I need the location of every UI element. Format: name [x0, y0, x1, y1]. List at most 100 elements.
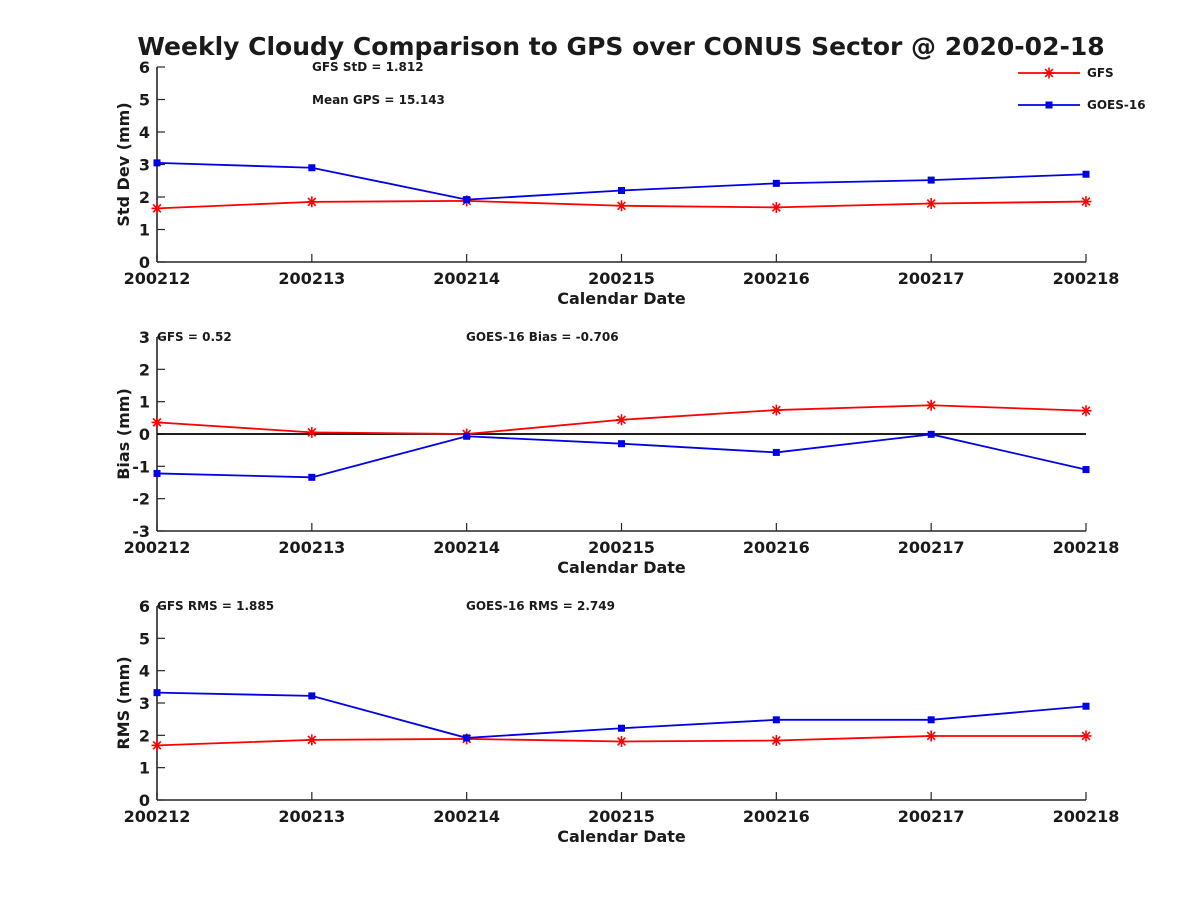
x-tick-label: 200218 — [1053, 807, 1120, 826]
y-tick-label: 3 — [139, 694, 150, 713]
subplot-2: -3 -2 -1 0 1 2 3 200212 200213 200214 200215 200216… — [114, 328, 1119, 577]
y-tick-label: 4 — [139, 123, 150, 142]
legend-marker — [1045, 101, 1053, 109]
y-axis-label: Std Dev (mm) — [114, 102, 133, 226]
x-tick-label: 200213 — [278, 538, 345, 557]
y-tick-label: 0 — [139, 791, 150, 810]
data-point-goes-16 — [1082, 170, 1090, 178]
y-axis-label: RMS (mm) — [114, 656, 133, 749]
y-tick-label: -1 — [132, 457, 150, 476]
data-point-gfs — [306, 734, 318, 746]
data-point-goes-16 — [618, 187, 625, 194]
figure-title: Weekly Cloudy Comparison to GPS over CON… — [137, 32, 1104, 61]
data-point-gfs — [616, 414, 627, 426]
data-point-gfs — [770, 735, 782, 747]
x-tick-label: 200213 — [278, 807, 345, 826]
x-tick-label: 200217 — [898, 538, 965, 557]
x-tick-label: 200215 — [588, 807, 655, 826]
x-tick-label: 200215 — [588, 269, 655, 288]
y-tick-label: 6 — [139, 58, 150, 77]
x-tick-label: 200218 — [1053, 269, 1120, 288]
legend-label: GOES-16 — [1087, 98, 1146, 112]
data-point-goes-16 — [308, 692, 316, 700]
y-tick-label: 3 — [139, 156, 150, 175]
x-tick-label: 200212 — [124, 807, 191, 826]
x-tick-label: 200214 — [433, 807, 500, 826]
data-point-goes-16 — [463, 734, 471, 742]
y-tick-label: 6 — [139, 597, 150, 616]
legend-entry-gfs: GFS — [1018, 66, 1114, 80]
data-point-gfs — [770, 201, 782, 213]
legend-entry-goes-16: GOES-16 — [1018, 98, 1146, 112]
annotation-text: GOES-16 RMS = 2.749 — [466, 599, 615, 613]
x-tick-label: 200212 — [124, 538, 191, 557]
y-tick-label: 5 — [139, 629, 150, 648]
x-tick-label: 200212 — [124, 269, 191, 288]
data-point-goes-16 — [153, 689, 161, 697]
y-tick-label: -2 — [132, 490, 150, 509]
x-tick-label: 200213 — [278, 269, 345, 288]
y-tick-label: 2 — [139, 726, 150, 745]
y-tick-label: 1 — [139, 759, 150, 778]
y-tick-label: 1 — [139, 393, 150, 412]
y-tick-label: 2 — [139, 360, 150, 379]
x-tick-label: 200218 — [1053, 538, 1120, 557]
y-tick-label: 0 — [139, 253, 150, 272]
y-tick-label: 5 — [139, 91, 150, 110]
data-point-goes-16 — [618, 724, 625, 732]
series-gfs — [151, 195, 1092, 214]
subplot-3: 0 1 2 3 4 5 6 200212 200213 200214 200215 200216 200… — [114, 597, 1119, 846]
x-tick-label: 200217 — [898, 807, 965, 826]
y-tick-label: 4 — [139, 662, 150, 681]
data-point-goes-16 — [463, 432, 471, 440]
x-tick-label: 200216 — [743, 269, 810, 288]
data-point-goes-16 — [927, 176, 935, 184]
data-point-gfs — [770, 404, 782, 416]
legend: GFS GOES-16 — [1018, 66, 1146, 112]
annotation-text: GFS = 0.52 — [157, 330, 232, 344]
data-point-goes-16 — [308, 473, 316, 481]
data-point-gfs — [306, 426, 318, 438]
y-tick-label: 1 — [139, 221, 150, 240]
series-gfs — [151, 730, 1092, 751]
data-point-gfs — [1080, 405, 1092, 417]
x-tick-label: 200215 — [588, 538, 655, 557]
x-tick-label: 200214 — [433, 538, 500, 557]
data-point-gfs — [925, 399, 937, 411]
y-tick-label: -3 — [132, 522, 150, 541]
data-point-gfs — [616, 200, 627, 212]
series-goes-16 — [153, 689, 1090, 742]
y-tick-label: 2 — [139, 188, 150, 207]
data-point-goes-16 — [772, 448, 780, 456]
data-point-goes-16 — [772, 179, 780, 187]
data-point-goes-16 — [1082, 702, 1090, 710]
x-tick-label: 200216 — [743, 807, 810, 826]
series-goes-16 — [153, 430, 1090, 481]
y-tick-label: 0 — [139, 425, 150, 444]
x-axis-label: Calendar Date — [557, 827, 686, 846]
annotation-text: GFS RMS = 1.885 — [157, 599, 274, 613]
annotation-text: GOES-16 Bias = -0.706 — [466, 330, 619, 344]
data-point-gfs — [1080, 730, 1092, 742]
annotation-text: Mean GPS = 15.143 — [312, 93, 445, 107]
y-axis-label: Bias (mm) — [114, 388, 133, 480]
data-point-goes-16 — [1082, 466, 1090, 474]
data-point-gfs — [306, 196, 318, 208]
annotation-text: GFS StD = 1.812 — [312, 60, 424, 74]
data-point-goes-16 — [927, 430, 935, 438]
legend-marker — [1043, 67, 1055, 79]
data-point-goes-16 — [153, 159, 161, 167]
data-point-gfs — [151, 202, 163, 214]
subplot-1: 0 1 2 3 4 5 6 200212 200213 200214 200215 200216 200… — [114, 58, 1119, 308]
x-tick-label: 200214 — [433, 269, 500, 288]
series-line-goes-16 — [156, 161, 1087, 201]
data-point-goes-16 — [618, 440, 625, 448]
data-point-gfs — [925, 730, 937, 742]
y-tick-label: 3 — [139, 328, 150, 347]
data-point-gfs — [1080, 196, 1092, 208]
x-axis-label: Calendar Date — [557, 558, 686, 577]
data-point-goes-16 — [308, 164, 316, 172]
x-axis-label: Calendar Date — [557, 289, 686, 308]
